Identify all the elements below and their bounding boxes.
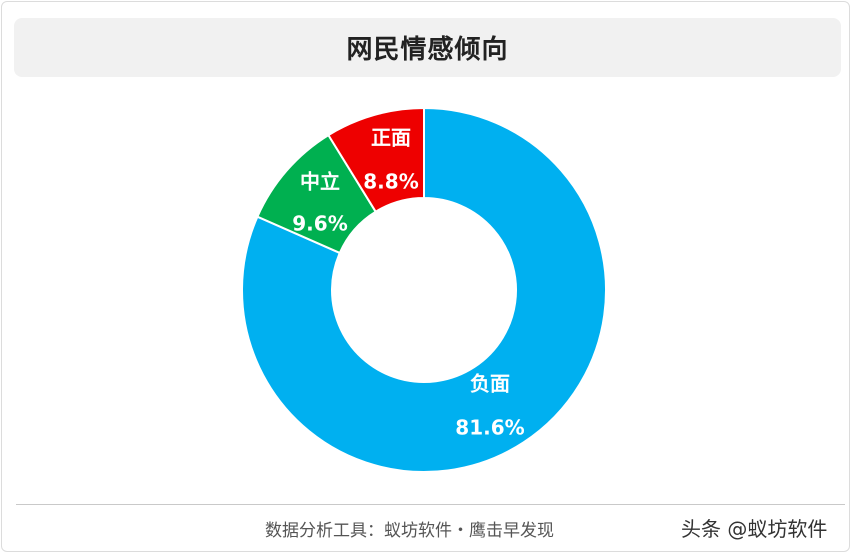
donut-slice-0 <box>241 106 607 473</box>
donut-slice-2 <box>327 106 425 214</box>
title-bar: 网民情感倾向 <box>14 18 841 77</box>
slice-label-0: 负面 <box>470 372 510 396</box>
footer-watermark: 头条 @蚁坊软件 <box>681 517 828 541</box>
slice-label-2: 正面 <box>371 126 411 150</box>
slice-label-1: 中立 <box>300 170 340 194</box>
slice-value-1: 9.6% <box>292 212 347 236</box>
slice-value-0: 81.6% <box>455 416 524 440</box>
donut-slices <box>241 106 607 473</box>
slice-value-2: 8.8% <box>363 170 418 194</box>
footer-source-text: 数据分析工具：蚁坊软件・鹰击早发现 <box>265 521 554 541</box>
footer-divider <box>16 504 845 505</box>
donut-labels: 负面 81.6% 中立 9.6% 正面 8.8% <box>292 126 524 440</box>
chart-title: 网民情感倾向 <box>346 35 509 65</box>
